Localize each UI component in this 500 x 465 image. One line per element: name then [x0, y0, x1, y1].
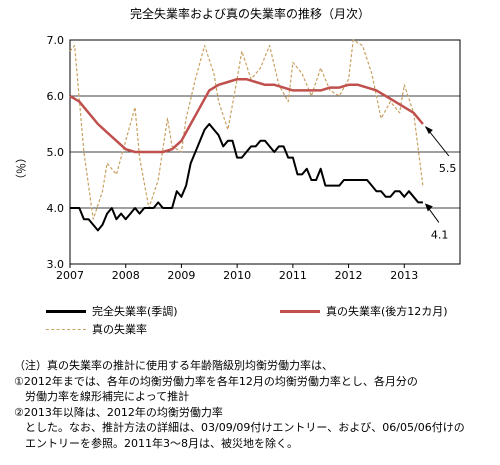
footnote-line: （注）真の失業率の推計に使用する年齢階級別均衡労働力率は、	[14, 359, 333, 372]
legend-item-true-monthly: 真の失業率	[46, 321, 147, 337]
legend-swatch-true-smoothed	[280, 309, 320, 313]
chart-title: 完全失業率および真の失業率の推移（月次）	[130, 6, 370, 21]
footnote-line: ②2013年以降は、2012年の均衡労働力率	[14, 405, 223, 419]
footnote-line: とした。なお、推計方法の詳細は、03/09/09付けエントリー、および、06/0…	[14, 421, 465, 434]
footnote-line: 労働力率を線形補完によって推計	[14, 390, 190, 403]
footnote: （注）真の失業率の推計に使用する年齢階級別均衡労働力率は、 ①2012年までは、…	[14, 358, 496, 451]
legend-swatch-true-monthly	[46, 328, 86, 330]
series-official-line	[70, 123, 423, 232]
plot-area: 3.0 4.0 5.0 6.0 7.0 2007 2008 2009 2010 2011 2012 2…	[47, 34, 461, 282]
series-true-smoothed-line	[69, 77, 424, 154]
y-tick-label: 4.0	[47, 202, 65, 215]
series-true-monthly-line	[69, 39, 424, 220]
annotation-arrowhead	[424, 203, 433, 212]
y-tick-label: 3.0	[47, 258, 65, 271]
x-tick-label: 2008	[112, 269, 140, 282]
legend-label-true-monthly: 真の失業率	[92, 323, 147, 336]
legend-label-official: 完全失業率(季調)	[92, 305, 178, 318]
x-tick-label: 2007	[56, 269, 84, 282]
x-tick-label: 2011	[279, 269, 307, 282]
annotation-arrowhead	[424, 126, 433, 134]
y-tick-label: 5.0	[47, 146, 65, 159]
y-tick-label: 7.0	[47, 34, 65, 47]
x-tick-label: 2009	[167, 269, 195, 282]
annotation-label: 5.5	[439, 162, 457, 175]
footnote-line: ①2012年までは、各年の均衡労働力率を各年12月の均衡労働力率とし、各月分の	[14, 374, 418, 388]
chart: 完全失業率および真の失業率の推移（月次） （％） 3.0 4.0 5.0 6.0 7.0…	[14, 6, 461, 282]
legend-swatch-official	[46, 309, 86, 313]
x-tick-label: 2012	[335, 269, 363, 282]
annotation-label: 4.1	[431, 228, 449, 241]
x-tick-label: 2010	[223, 269, 251, 282]
y-tick-label: 6.0	[47, 90, 65, 103]
y-axis-label: （％）	[14, 152, 27, 185]
footnote-line: エントリーを参照。2011年3～8月は、被災地を除く。	[14, 436, 298, 450]
legend-item-true-smoothed: 真の失業率(後方12カ月)	[280, 303, 448, 319]
legend-label-true-smoothed: 真の失業率(後方12カ月)	[326, 305, 448, 318]
legend-item-official: 完全失業率(季調)	[46, 303, 178, 319]
x-tick-label: 2013	[390, 269, 418, 282]
